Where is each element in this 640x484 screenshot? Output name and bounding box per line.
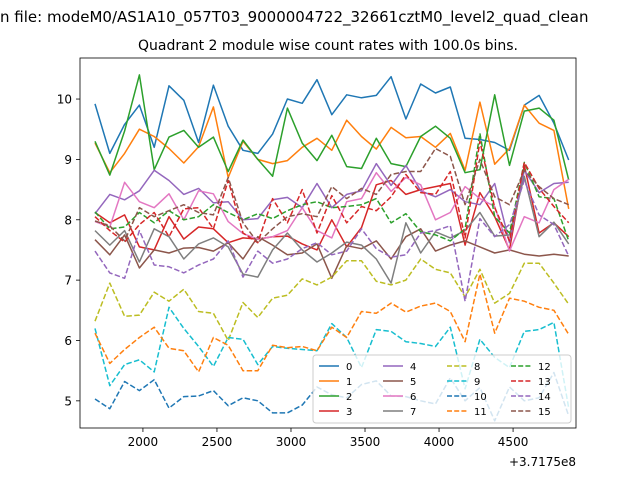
x-tick-label: 3500	[350, 435, 381, 449]
x-tick-label: 4000	[424, 435, 455, 449]
y-tick-label: 10	[57, 93, 72, 107]
chart-title: Quadrant 2 module wise count rates with …	[138, 38, 518, 54]
legend-label-1: 1	[346, 377, 352, 388]
series-line-14	[94, 179, 570, 302]
legend-box	[312, 354, 572, 424]
legend-label-0: 0	[346, 362, 352, 373]
legend-label-14: 14	[538, 392, 551, 403]
series-line-2	[94, 74, 570, 181]
plot-frame	[79, 57, 577, 429]
y-tick-label: 9	[64, 153, 72, 167]
legend-label-11: 11	[474, 407, 487, 418]
legend-label-3: 3	[346, 407, 352, 418]
y-tick-label: 6	[64, 334, 72, 348]
x-tick-label: 3000	[276, 435, 307, 449]
x-offset-label: +3.7175e8	[509, 455, 576, 469]
figure-suptitle: n file: modeM0/AS1A10_057T03_9000004722_…	[0, 8, 589, 27]
legend-label-15: 15	[538, 407, 551, 418]
series-line-11	[94, 273, 570, 373]
series-line-7	[94, 175, 570, 284]
legend-label-2: 2	[346, 392, 352, 403]
y-tick-label: 5	[64, 394, 72, 408]
legend-label-10: 10	[474, 392, 487, 403]
legend-label-8: 8	[474, 362, 480, 373]
series-line-15	[94, 147, 569, 244]
legend-label-4: 4	[410, 362, 416, 373]
legend-label-6: 6	[410, 392, 416, 403]
series-line-1	[94, 101, 570, 210]
y-tick-label: 8	[64, 213, 72, 227]
x-tick-label: 4500	[498, 435, 529, 449]
series-line-3	[94, 164, 570, 251]
series-line-6	[94, 171, 570, 252]
y-tick-label: 7	[64, 274, 72, 288]
legend-label-5: 5	[410, 377, 416, 388]
legend-label-12: 12	[538, 362, 551, 373]
series-line-8	[94, 258, 570, 342]
legend-label-9: 9	[474, 377, 480, 388]
legend-label-13: 13	[538, 377, 551, 388]
series-line-9	[94, 306, 570, 409]
legend-label-7: 7	[410, 407, 416, 418]
x-tick-label: 2500	[202, 435, 233, 449]
series-line-5	[94, 228, 569, 280]
x-tick-label: 2000	[128, 435, 159, 449]
